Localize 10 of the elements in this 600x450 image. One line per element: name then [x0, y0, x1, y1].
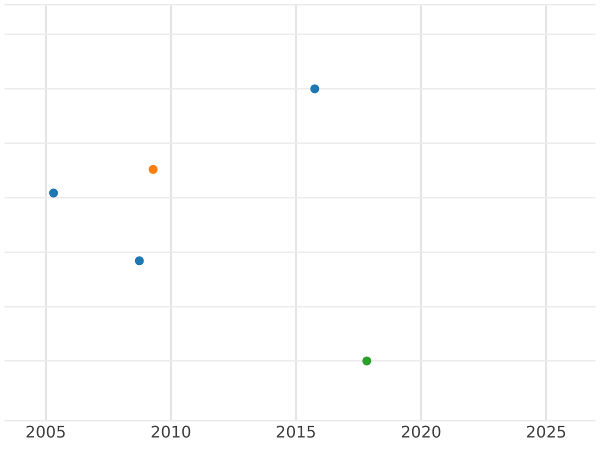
x-tick-label: 2005 [25, 422, 66, 442]
point [49, 188, 58, 198]
x-tick-label: 2025 [526, 422, 567, 442]
x-tick-label: 2015 [276, 422, 316, 442]
point [134, 256, 144, 266]
x-tick-label: 2010 [150, 422, 192, 442]
point [148, 164, 158, 174]
x-tick-label: 2020 [400, 422, 442, 442]
point [362, 356, 372, 366]
point [310, 84, 320, 94]
